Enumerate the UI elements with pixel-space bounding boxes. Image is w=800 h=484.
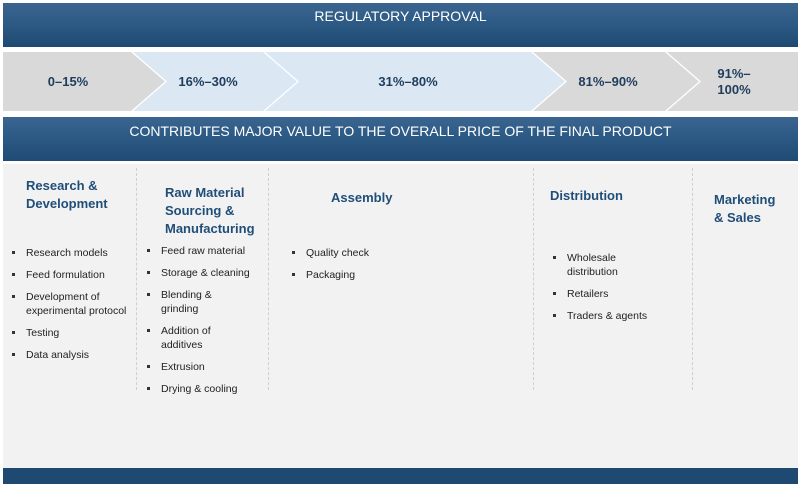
column-divider-4 bbox=[692, 168, 693, 390]
chevron-label-1: 0–15% bbox=[47, 73, 89, 89]
regulatory-approval-text: REGULATORY APPROVAL bbox=[314, 8, 487, 24]
price-share-chevrons: 0–15% 16%–30% 31%–80% 81%–90% 91%–100% bbox=[3, 52, 798, 111]
list-item: Extrusion bbox=[147, 360, 265, 374]
chevron-shape-1 bbox=[3, 52, 165, 111]
chevron-label-4: 81%–90% bbox=[578, 73, 638, 89]
list-item: Research models bbox=[12, 246, 130, 260]
list-item: Traders & agents bbox=[553, 309, 663, 323]
assembly-list: Quality check Packaging bbox=[292, 246, 492, 290]
research-list: Research models Feed formulation Develop… bbox=[12, 246, 130, 370]
list-item: Feed formulation bbox=[12, 268, 130, 282]
distribution-list: Wholesale distribution Retailers Traders… bbox=[553, 251, 663, 331]
regulatory-approval-banner: REGULATORY APPROVAL bbox=[3, 3, 798, 47]
list-item: Drying & cooling bbox=[147, 382, 265, 396]
value-contribution-text: CONTRIBUTES MAJOR VALUE TO THE OVERALL P… bbox=[129, 123, 672, 139]
list-item: Testing bbox=[12, 326, 130, 340]
column-title-marketing: Marketing & Sales bbox=[714, 192, 776, 225]
value-chain-panel bbox=[3, 164, 798, 468]
list-item: Blending & grinding bbox=[147, 288, 231, 316]
column-title-research: Research & Development bbox=[26, 178, 108, 211]
chevron-label-3: 31%–80% bbox=[378, 73, 438, 89]
list-item: Retailers bbox=[553, 287, 663, 301]
list-item: Wholesale distribution bbox=[553, 251, 637, 279]
list-item: Packaging bbox=[292, 268, 492, 282]
column-divider-3 bbox=[533, 168, 534, 390]
list-item: Feed raw material bbox=[147, 244, 265, 258]
list-item: Storage & cleaning bbox=[147, 266, 265, 280]
list-item: Data analysis bbox=[12, 348, 130, 362]
chevron-shape-4 bbox=[533, 52, 699, 111]
chevron-label-5: 91%–100% bbox=[717, 65, 751, 97]
column-title-assembly: Assembly bbox=[331, 190, 393, 205]
column-divider-1 bbox=[136, 168, 137, 390]
column-title-manufacturing: Raw Material Sourcing & Manufacturing bbox=[165, 185, 255, 236]
chevron-shape-2 bbox=[133, 52, 297, 111]
chevron-shape-3 bbox=[265, 52, 565, 111]
list-item: Quality check bbox=[292, 246, 492, 260]
chevron-shapes bbox=[3, 52, 798, 111]
chevron-label-2: 16%–30% bbox=[178, 73, 238, 89]
list-item: Addition of additives bbox=[147, 324, 231, 352]
chevron-shape-5 bbox=[667, 52, 798, 111]
value-contribution-banner: CONTRIBUTES MAJOR VALUE TO THE OVERALL P… bbox=[3, 117, 798, 161]
column-divider-2 bbox=[268, 168, 269, 390]
manufacturing-list: Feed raw material Storage & cleaning Ble… bbox=[147, 244, 265, 404]
bottom-band bbox=[3, 468, 798, 484]
column-title-distribution: Distribution bbox=[550, 188, 623, 203]
list-item: Development of experimental protocol bbox=[12, 290, 130, 318]
